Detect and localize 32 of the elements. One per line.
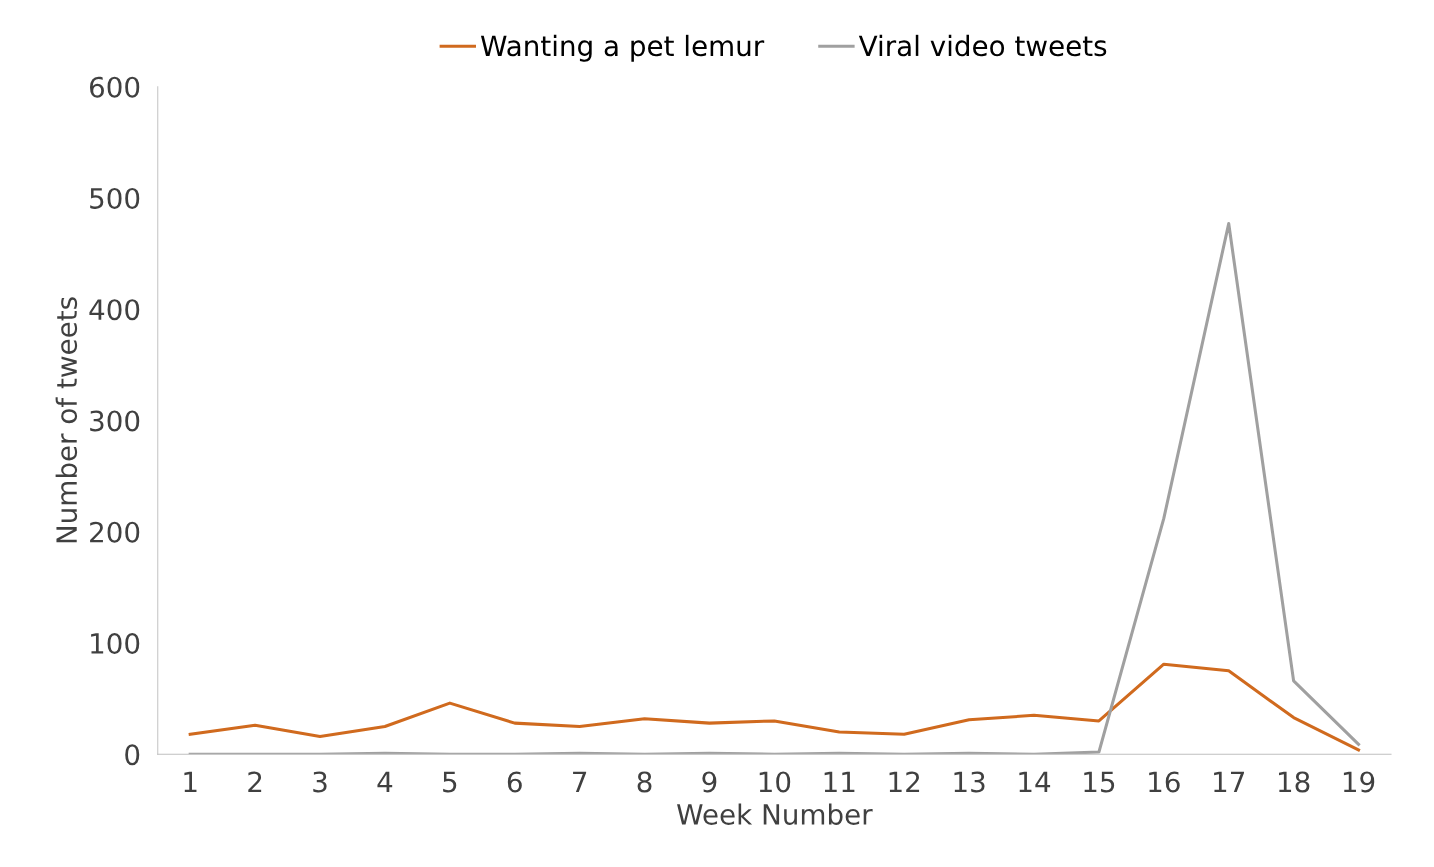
x-tick-label: 9 bbox=[702, 771, 717, 793]
x-tick-label: 3 bbox=[313, 771, 327, 793]
y-tick-label: 100 bbox=[91, 632, 140, 654]
x-tick-label: 11 bbox=[824, 771, 855, 793]
legend-label: Viral video tweets bbox=[858, 34, 1107, 57]
x-tick-label: 1 bbox=[184, 771, 197, 793]
line-series bbox=[188, 662, 1361, 752]
x-tick-label: 6 bbox=[507, 771, 522, 793]
x-tick-label: 15 bbox=[1084, 771, 1115, 793]
y-tick-label: 400 bbox=[89, 299, 140, 321]
x-tick-label: 19 bbox=[1343, 771, 1375, 793]
x-tick-label: 8 bbox=[637, 771, 652, 793]
x-axis-title: Week Number bbox=[677, 803, 873, 825]
y-tick-label: 200 bbox=[90, 521, 140, 543]
x-tick-label: 16 bbox=[1149, 771, 1180, 793]
x-tick-label: 2 bbox=[248, 771, 262, 793]
x-tick-label: 12 bbox=[889, 771, 920, 793]
y-tick-label: 0 bbox=[125, 744, 140, 766]
y-tick-label: 600 bbox=[89, 76, 140, 98]
line-series bbox=[188, 222, 1361, 755]
x-tick-label: 4 bbox=[377, 771, 393, 793]
x-tick-label: 5 bbox=[443, 771, 457, 793]
legend-label: Wanting a pet lemur bbox=[480, 34, 765, 62]
x-tick-label: 17 bbox=[1214, 771, 1245, 793]
y-tick-label: 300 bbox=[90, 410, 140, 432]
x-tick-label: 7 bbox=[573, 771, 587, 793]
y-axis-title: Number of tweets bbox=[55, 297, 78, 543]
x-tick-label: 10 bbox=[759, 771, 791, 793]
x-tick-label: 14 bbox=[1019, 771, 1051, 793]
x-tick-label: 13 bbox=[954, 771, 985, 793]
y-tick-label: 500 bbox=[90, 187, 140, 209]
x-tick-label: 18 bbox=[1279, 771, 1310, 793]
